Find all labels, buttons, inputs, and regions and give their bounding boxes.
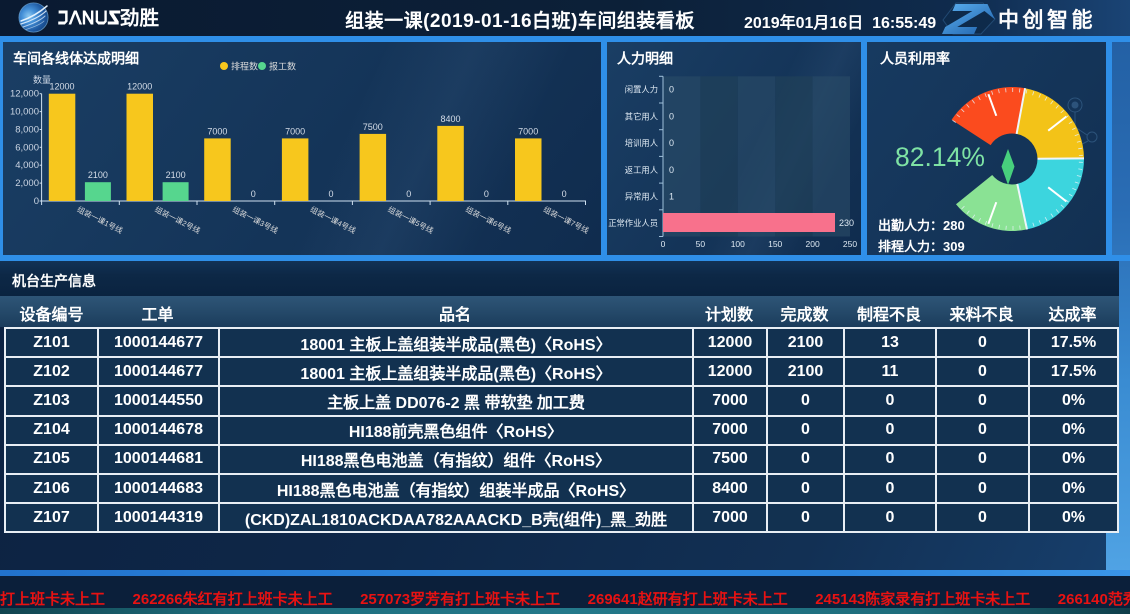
svg-text:7000: 7000 (285, 126, 305, 136)
svg-text:人力明细: 人力明细 (617, 51, 673, 67)
svg-text:返工用人: 返工用人 (625, 165, 658, 175)
svg-text:100: 100 (731, 239, 745, 249)
svg-text:组装一课1号线: 组装一课1号线 (76, 204, 125, 236)
svg-text:2,000: 2,000 (15, 178, 39, 189)
svg-text:组装一课5号线: 组装一课5号线 (386, 204, 435, 236)
svg-text:8400: 8400 (440, 114, 460, 124)
svg-text:人员利用率: 人员利用率 (880, 51, 950, 67)
svg-text:250: 250 (843, 239, 857, 249)
svg-text:0: 0 (669, 138, 674, 148)
svg-text:报工数: 报工数 (269, 61, 296, 72)
svg-text:82.14%: 82.14% (895, 142, 985, 172)
svg-text:7000: 7000 (518, 126, 538, 136)
svg-text:8,000: 8,000 (15, 125, 39, 136)
svg-text:0: 0 (251, 189, 256, 199)
svg-text:7000: 7000 (207, 126, 227, 136)
svg-text:正常作业人员: 正常作业人员 (608, 218, 658, 228)
svg-text:4,000: 4,000 (15, 160, 39, 171)
svg-text:50: 50 (696, 239, 706, 249)
svg-text:12,000: 12,000 (10, 89, 39, 100)
svg-text:2100: 2100 (88, 170, 108, 180)
svg-text:10,000: 10,000 (10, 107, 39, 118)
svg-text:其它用人: 其它用人 (625, 111, 658, 121)
svg-text:2100: 2100 (166, 170, 186, 180)
svg-text:出勤人力：280: 出勤人力：280 (878, 218, 965, 233)
svg-text:0: 0 (484, 189, 489, 199)
svg-text:0: 0 (669, 111, 674, 121)
svg-text:200: 200 (806, 239, 820, 249)
svg-text:0: 0 (562, 189, 567, 199)
svg-text:150: 150 (768, 239, 782, 249)
svg-text:组装一课7号线: 组装一课7号线 (542, 204, 591, 236)
svg-text:组装一课3号线: 组装一课3号线 (231, 204, 280, 236)
svg-text:异常用人: 异常用人 (625, 191, 658, 201)
svg-text:0: 0 (406, 189, 411, 199)
svg-text:劲胜: 劲胜 (120, 7, 160, 30)
svg-text:6,000: 6,000 (15, 142, 39, 153)
svg-text:组装一课2号线: 组装一课2号线 (153, 204, 202, 236)
svg-text:0: 0 (34, 196, 39, 207)
svg-text:车间各线体达成明细: 车间各线体达成明细 (13, 51, 139, 67)
svg-text:组装一课4号线: 组装一课4号线 (309, 204, 358, 236)
svg-text:0: 0 (669, 85, 674, 95)
svg-text:闲置人力: 闲置人力 (625, 85, 658, 95)
svg-text:1: 1 (669, 191, 674, 201)
svg-text:12000: 12000 (49, 82, 74, 92)
svg-text:排程数: 排程数 (231, 61, 258, 72)
svg-text:0: 0 (328, 189, 333, 199)
svg-text:0: 0 (661, 239, 666, 249)
svg-text:0: 0 (669, 165, 674, 175)
svg-text:组装一课6号线: 组装一课6号线 (464, 204, 513, 236)
svg-text:230: 230 (839, 218, 854, 228)
svg-text:培训用人: 培训用人 (625, 138, 658, 148)
svg-text:7500: 7500 (363, 122, 383, 132)
svg-text:中创智能: 中创智能 (998, 8, 1096, 32)
svg-text:排程人力：309: 排程人力：309 (878, 239, 965, 254)
svg-text:12000: 12000 (127, 82, 152, 92)
svg-text:数量: 数量 (33, 74, 51, 85)
